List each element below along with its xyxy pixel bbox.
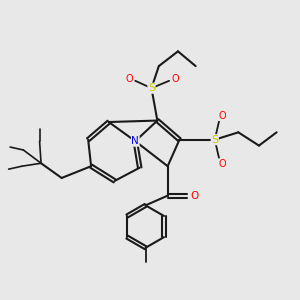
Text: O: O	[171, 74, 179, 84]
Text: N: N	[131, 136, 139, 146]
Text: O: O	[126, 74, 133, 84]
Text: O: O	[190, 190, 198, 201]
Text: O: O	[218, 110, 226, 121]
Text: S: S	[148, 83, 155, 93]
Text: S: S	[211, 135, 218, 145]
Text: O: O	[218, 159, 226, 169]
